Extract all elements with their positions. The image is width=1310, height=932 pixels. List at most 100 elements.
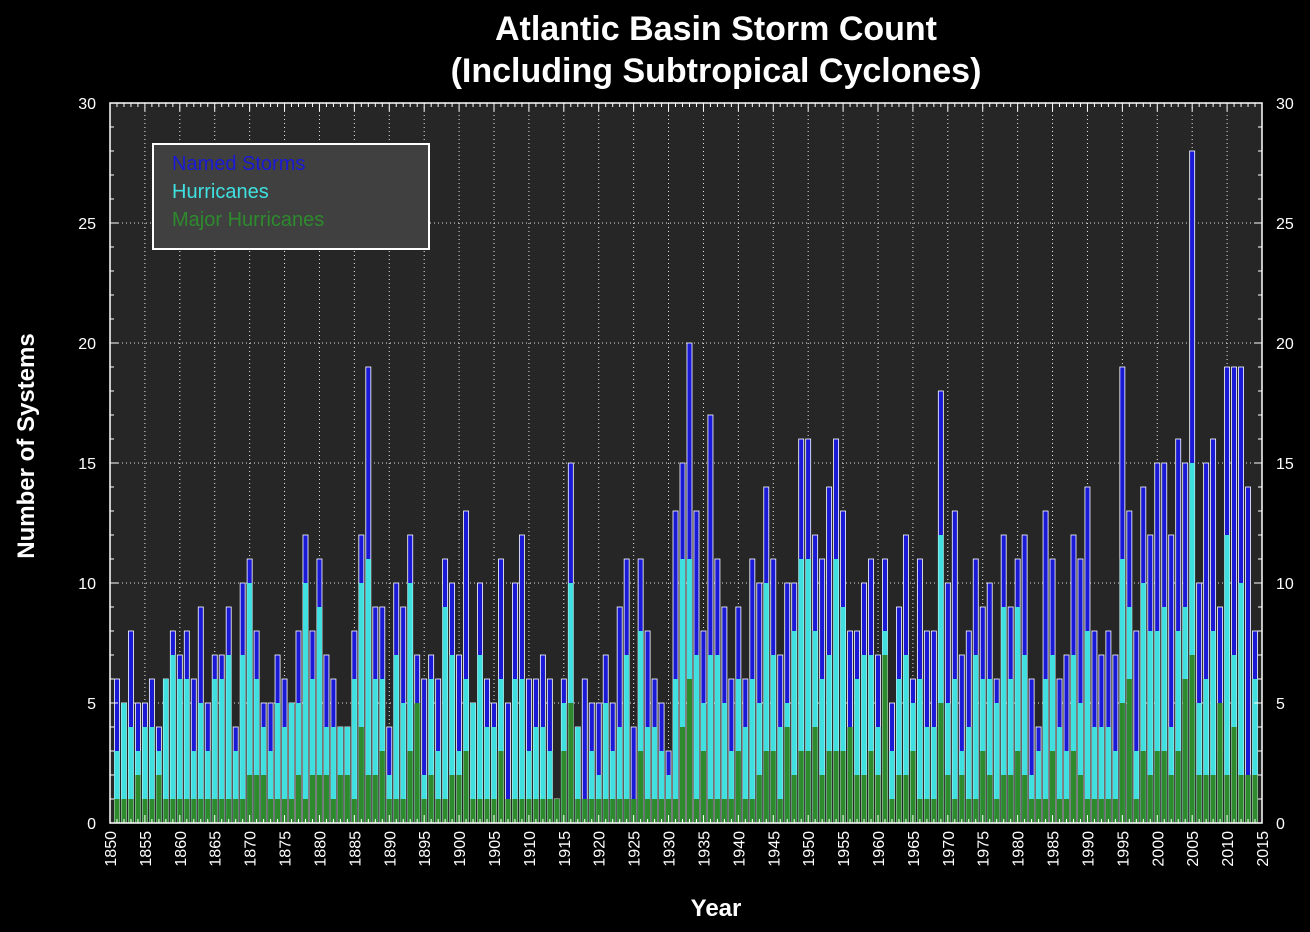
y-tick-labels-right: 0 5 10 15 20 25 30 — [1276, 96, 1294, 833]
major-hurricanes-bar — [540, 799, 546, 823]
major-hurricanes-bar — [547, 799, 553, 823]
hurricanes-bar — [1175, 631, 1181, 823]
major-hurricanes-bar — [742, 799, 748, 823]
hurricanes-bar — [240, 655, 246, 823]
hurricanes-bar — [868, 655, 874, 823]
major-hurricanes-bar — [254, 775, 260, 823]
major-hurricanes-bar — [882, 655, 888, 823]
major-hurricanes-bar — [589, 799, 595, 823]
major-hurricanes-bar — [1015, 751, 1021, 823]
hurricanes-bar — [351, 679, 357, 823]
hurricanes-bar — [638, 631, 644, 823]
major-hurricanes-bar — [302, 799, 309, 823]
x-tick-label: 1950 — [801, 831, 818, 867]
major-hurricanes-bar — [728, 799, 734, 823]
hurricanes-bar — [526, 751, 532, 823]
major-hurricanes-bar — [645, 799, 651, 823]
hurricanes-bar — [212, 679, 218, 823]
major-hurricanes-bar — [1252, 775, 1258, 823]
major-hurricanes-bar — [652, 799, 658, 823]
major-hurricanes-bar — [1008, 775, 1014, 823]
major-hurricanes-bar — [344, 775, 350, 823]
major-hurricanes-bar — [114, 799, 120, 823]
major-hurricanes-bar — [889, 799, 895, 823]
hurricanes-bar — [945, 703, 951, 823]
hurricanes-bar — [1133, 751, 1139, 823]
hurricanes-bar — [645, 727, 651, 823]
major-hurricanes-bar — [1119, 703, 1125, 823]
major-hurricanes-bar — [498, 751, 504, 823]
major-hurricanes-bar — [784, 727, 790, 823]
major-hurricanes-bar — [631, 799, 637, 823]
hurricanes-bar — [358, 583, 364, 823]
hurricanes-bar — [763, 583, 769, 823]
major-hurricanes-bar — [1231, 727, 1237, 823]
major-hurricanes-bar — [1210, 775, 1216, 823]
major-hurricanes-bar — [575, 799, 581, 823]
major-hurricanes-bar — [337, 775, 343, 823]
major-hurricanes-bar — [184, 799, 190, 823]
hurricanes-bar — [770, 655, 776, 823]
hurricanes-bar — [316, 607, 322, 823]
hurricanes-bar — [226, 655, 232, 823]
hurricanes-bar — [1084, 631, 1090, 823]
hurricanes-bar — [1196, 703, 1202, 823]
hurricanes-bar — [163, 679, 169, 823]
y-tick-label: 25 — [78, 216, 96, 233]
x-tick-label: 1945 — [766, 831, 783, 867]
x-tick-label: 1880 — [312, 831, 329, 867]
x-tick-label: 1890 — [382, 831, 399, 867]
major-hurricanes-bar — [896, 775, 902, 823]
major-hurricanes-bar — [295, 775, 302, 823]
hurricanes-bar — [449, 655, 455, 823]
x-tick-label: 1975 — [976, 831, 993, 867]
major-hurricanes-bar — [1238, 775, 1244, 823]
hurricanes-bar — [128, 727, 134, 823]
hurricanes-bar — [617, 727, 623, 823]
x-tick-label: 1995 — [1115, 831, 1132, 867]
major-hurricanes-bar — [554, 799, 560, 823]
major-hurricanes-bar — [812, 727, 818, 823]
hurricanes-bar — [1050, 655, 1056, 823]
x-tick-label: 1860 — [173, 831, 190, 867]
major-hurricanes-bar — [1105, 799, 1111, 823]
major-hurricanes-bar — [149, 799, 155, 823]
hurricanes-bar — [924, 727, 930, 823]
hurricanes-bar — [1070, 655, 1077, 823]
hurricanes-bar — [302, 583, 309, 823]
major-hurricanes-bar — [268, 799, 274, 823]
legend-named-storms: Named Storms — [172, 153, 305, 175]
major-hurricanes-bar — [379, 751, 385, 823]
hurricanes-bar — [917, 679, 923, 823]
major-hurricanes-bar — [603, 799, 609, 823]
hurricanes-bar — [861, 655, 867, 823]
hurricanes-bar — [428, 679, 434, 823]
hurricanes-bar — [659, 751, 665, 823]
major-hurricanes-bar — [791, 775, 797, 823]
hurricanes-bar — [477, 655, 483, 823]
legend-major-hurricanes: Major Hurricanes — [172, 209, 324, 231]
major-hurricanes-bar — [749, 799, 755, 823]
hurricanes-bar — [673, 679, 679, 823]
hurricanes-bar — [707, 655, 713, 823]
hurricanes-bar — [973, 655, 979, 823]
major-hurricanes-bar — [763, 751, 769, 823]
major-hurricanes-bar — [1133, 799, 1139, 823]
x-tick-label: 1930 — [662, 831, 679, 867]
major-hurricanes-bar — [219, 799, 225, 823]
major-hurricanes-bar — [854, 775, 860, 823]
y-tick-label: 15 — [78, 456, 96, 473]
hurricanes-bar — [791, 631, 797, 823]
hurricanes-bar — [191, 751, 197, 823]
hurricanes-bar — [728, 751, 734, 823]
hurricanes-bar — [938, 535, 944, 823]
major-hurricanes-bar — [247, 775, 253, 823]
major-hurricanes-bar — [959, 775, 965, 823]
hurricanes-bar — [931, 727, 937, 823]
major-hurricanes-bar — [1112, 799, 1118, 823]
hurricanes-bar — [177, 679, 183, 823]
major-hurricanes-bar — [463, 751, 469, 823]
y-tick-label: 15 — [1276, 456, 1294, 473]
major-hurricanes-bar — [428, 775, 434, 823]
